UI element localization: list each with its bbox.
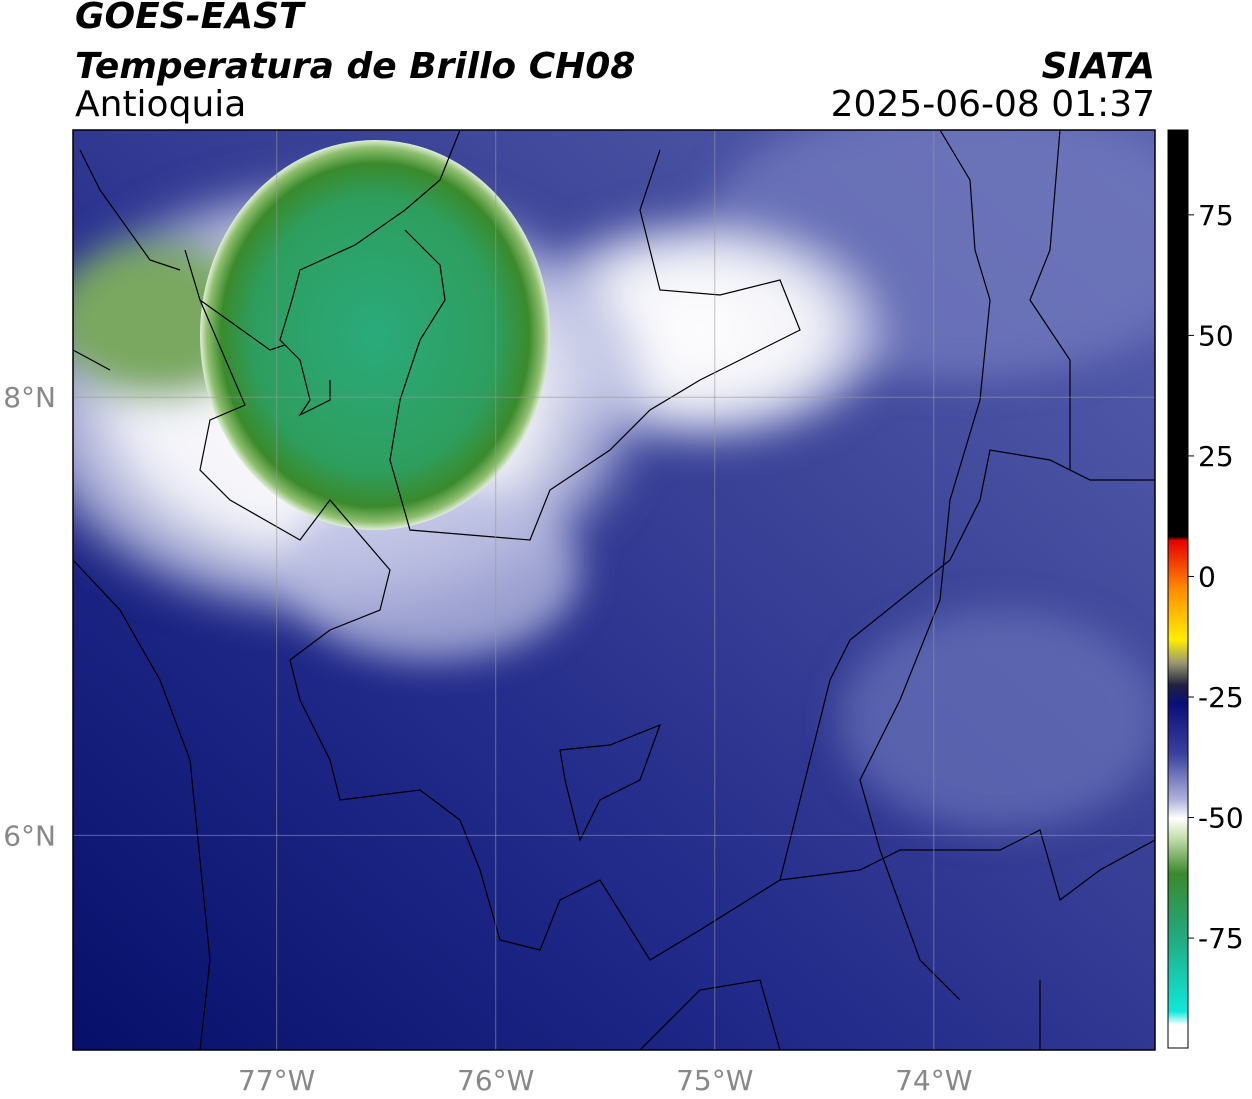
boundaries (73, 130, 1155, 1050)
colorbar-tick-label: -50 (1198, 802, 1244, 835)
lon-tick-label: 75°W (676, 1064, 753, 1097)
source: SIATA (1042, 46, 1155, 87)
colorbar-tick-label: 75 (1198, 199, 1234, 232)
lon-tick-label: 74°W (895, 1064, 972, 1097)
lon-tick-label: 77°W (238, 1064, 315, 1097)
colorbar-tick-label: -75 (1198, 922, 1244, 955)
colorbar (1167, 129, 1189, 1049)
colorbar-tick-label: 25 (1198, 440, 1234, 473)
satellite-image (73, 130, 1155, 1050)
lat-tick-label: 6°N (3, 819, 56, 852)
colorbar-tick-label: 50 (1198, 319, 1234, 352)
colorbar-tick-label: 0 (1198, 560, 1216, 593)
map-frame (72, 129, 1156, 1051)
lat-tick-label: 8°N (3, 381, 56, 414)
graticule (73, 130, 1155, 1050)
subtitle: Temperatura de Brillo CH08 (75, 46, 635, 87)
region: Antioquia (75, 84, 246, 125)
colorbar-tick-label: -25 (1198, 681, 1244, 714)
datetime: 2025-06-08 01:37 (831, 84, 1155, 125)
convective-cloud (200, 140, 550, 530)
lon-tick-label: 76°W (457, 1064, 534, 1097)
title: GOES-EAST (75, 0, 306, 37)
